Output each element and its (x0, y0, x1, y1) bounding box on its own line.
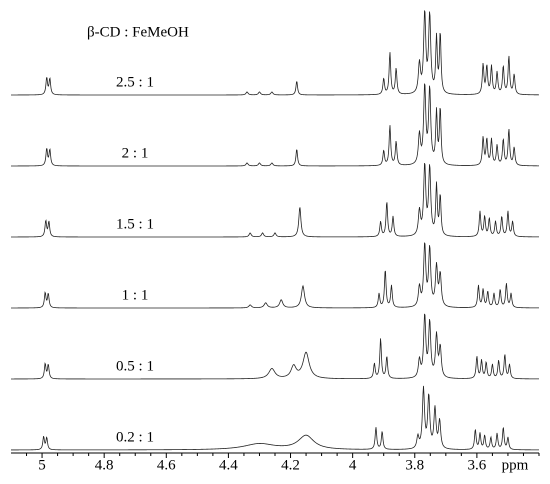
x-tick-label: 4.4 (219, 457, 238, 473)
x-tick-label: 4.8 (95, 457, 114, 473)
x-tick-label: 5 (38, 457, 46, 473)
series-label: 1.5 : 1 (116, 216, 154, 232)
series-label: 1 : 1 (122, 287, 149, 303)
spectrum (11, 242, 539, 309)
x-tick-label: 4.6 (157, 457, 176, 473)
spectrum (10, 83, 539, 167)
series-label: 0.2 : 1 (116, 429, 154, 445)
x-tick-label: 4.2 (281, 457, 300, 473)
series-label: 2 : 1 (122, 145, 149, 161)
spectrum (11, 163, 539, 238)
series-label: 0.5 : 1 (116, 358, 154, 374)
spectrum (11, 385, 539, 451)
series-label: 2.5 : 1 (116, 74, 154, 90)
x-tick-label: 3.6 (468, 457, 487, 473)
x-tick-label: 4 (349, 457, 357, 473)
x-axis-label: ppm (502, 457, 529, 473)
spectrum (10, 10, 539, 96)
chart-title: β-CD : FeMeOH (87, 24, 189, 40)
spectrum (11, 313, 539, 380)
x-tick-label: 3.8 (405, 457, 424, 473)
